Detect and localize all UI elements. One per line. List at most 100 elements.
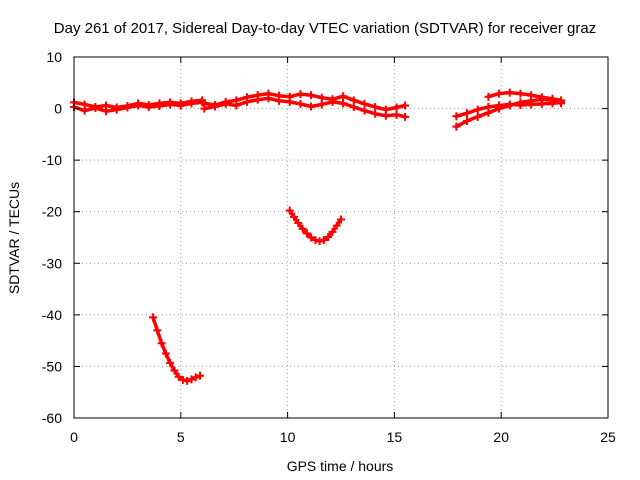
- data-point: [381, 111, 390, 120]
- y-tick-label: -20: [42, 204, 62, 220]
- data-point: [232, 101, 241, 110]
- data-point: [360, 99, 369, 108]
- data-point: [371, 103, 380, 112]
- y-tick-label: -50: [42, 358, 62, 374]
- data-point: [144, 103, 153, 112]
- x-tick-label: 25: [600, 429, 616, 445]
- data-point: [112, 105, 121, 114]
- data-point: [548, 94, 557, 103]
- data-point: [392, 103, 401, 112]
- data-point: [176, 101, 185, 110]
- y-tick-label: -40: [42, 307, 62, 323]
- data-point: [332, 221, 341, 230]
- data-point: [134, 101, 143, 110]
- data-point: [328, 97, 337, 106]
- data-point: [473, 105, 482, 114]
- data-point: [315, 237, 324, 246]
- data-point: [516, 98, 525, 107]
- data-point: [360, 106, 369, 115]
- data-point: [296, 99, 305, 108]
- data-point: [307, 102, 316, 111]
- data-point: [495, 89, 504, 98]
- data-point: [392, 110, 401, 119]
- data-point: [463, 109, 472, 118]
- y-tick-label: -30: [42, 255, 62, 271]
- data-point: [161, 349, 170, 358]
- data-point: [307, 91, 316, 100]
- data-point: [102, 107, 111, 116]
- x-tick-label: 0: [70, 429, 78, 445]
- data-point: [339, 92, 348, 101]
- x-tick-label: 10: [280, 429, 296, 445]
- data-point: [153, 326, 162, 335]
- data-point: [243, 97, 252, 106]
- data-point: [537, 93, 546, 102]
- data-point: [452, 122, 461, 131]
- data-point: [463, 116, 472, 125]
- data-point: [302, 229, 311, 238]
- y-axis-label: SDTVAR / TECUs: [6, 182, 22, 294]
- data-point: [349, 103, 358, 112]
- data-point: [307, 233, 316, 242]
- data-point: [187, 99, 196, 108]
- data-point: [473, 112, 482, 121]
- x-tick-label: 15: [387, 429, 403, 445]
- data-point: [285, 206, 294, 215]
- data-point: [157, 339, 166, 348]
- data-point: [401, 101, 410, 110]
- data-point: [174, 372, 183, 381]
- data-point: [253, 95, 262, 104]
- data-point: [557, 96, 566, 105]
- tick-labels: 0 5 10 15 20 25 10 0 -10 -20 -30 -40 -50 -60: [42, 49, 616, 445]
- data-point: [264, 94, 273, 103]
- data-point: [275, 96, 284, 105]
- data-point: [166, 100, 175, 109]
- data-point: [401, 112, 410, 121]
- data-point: [290, 212, 299, 221]
- data-point: [183, 376, 192, 385]
- data-point: [337, 215, 345, 224]
- data-point: [210, 102, 219, 111]
- axis-ticks: [73, 56, 609, 419]
- data-point: [196, 371, 205, 380]
- data-point: [221, 99, 230, 108]
- data-point: [200, 104, 209, 113]
- data-point: [324, 232, 333, 241]
- data-point: [349, 96, 358, 105]
- data-point: [484, 92, 493, 101]
- data-series: [70, 88, 566, 385]
- grid-lines: [74, 57, 608, 418]
- y-tick-label: 0: [54, 101, 62, 117]
- x-axis-label: GPS time / hours: [287, 458, 394, 474]
- data-point: [91, 104, 100, 113]
- data-point: [123, 103, 132, 112]
- data-point: [80, 106, 89, 115]
- plot-frame: [73, 56, 609, 419]
- x-tick-label: 5: [177, 429, 185, 445]
- data-point: [317, 100, 326, 109]
- data-point: [371, 109, 380, 118]
- data-point: [170, 366, 179, 375]
- data-point: [166, 358, 175, 367]
- y-tick-label: -10: [42, 152, 62, 168]
- data-point: [191, 373, 200, 382]
- data-point: [311, 236, 320, 245]
- chart-title: Day 261 of 2017, Sidereal Day-to-day VTE…: [54, 20, 596, 37]
- data-point: [317, 93, 326, 102]
- data-point: [516, 89, 525, 98]
- data-point: [296, 90, 305, 99]
- data-point: [339, 99, 348, 108]
- y-tick-label: -60: [42, 410, 62, 426]
- data-point: [178, 375, 187, 384]
- data-point: [505, 101, 514, 110]
- data-point: [319, 236, 328, 245]
- data-point: [452, 112, 461, 121]
- data-point: [155, 101, 164, 110]
- y-tick-label: 10: [46, 49, 62, 65]
- x-tick-label: 20: [493, 429, 509, 445]
- data-point: [484, 108, 493, 117]
- data-point: [285, 97, 294, 106]
- data-point: [328, 227, 337, 236]
- data-point: [149, 313, 158, 322]
